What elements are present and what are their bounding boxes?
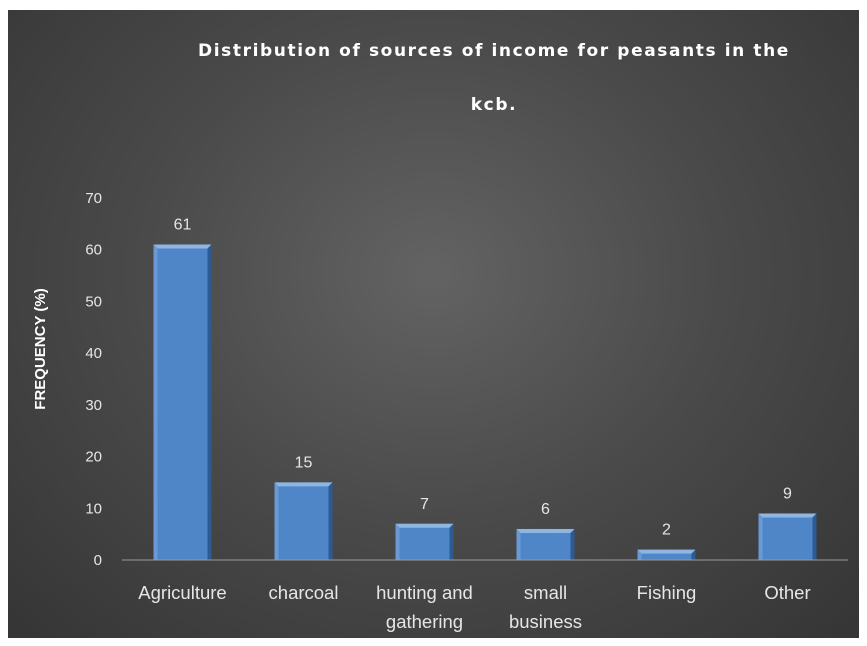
bar-top-bevel bbox=[395, 523, 454, 528]
bar-edge-highlight bbox=[637, 549, 642, 560]
y-tick-label: 20 bbox=[85, 449, 102, 466]
x-tick-label: Other bbox=[764, 582, 810, 603]
bar-top-bevel bbox=[153, 244, 212, 249]
bar-top-bevel bbox=[274, 482, 333, 487]
y-axis-title: FREQUENCY (%) bbox=[32, 288, 49, 409]
bar-side-shade bbox=[207, 244, 212, 561]
bar-edge-highlight bbox=[516, 528, 521, 560]
x-tick-label: hunting and bbox=[376, 582, 473, 603]
bar bbox=[395, 523, 454, 560]
bars: 61 15 7 6 2 9 bbox=[153, 217, 817, 561]
y-tick-label: 60 bbox=[85, 242, 102, 259]
bar bbox=[153, 244, 212, 561]
data-label: 9 bbox=[783, 485, 792, 502]
bar-front-face bbox=[758, 513, 817, 560]
data-label: 61 bbox=[174, 217, 192, 234]
y-tick-label: 0 bbox=[94, 552, 102, 569]
bar-top-bevel bbox=[758, 513, 817, 518]
y-tick-label: 70 bbox=[85, 190, 102, 207]
x-tick-label: Fishing bbox=[637, 582, 697, 603]
bar-front-face bbox=[637, 549, 696, 560]
y-tick-label: 40 bbox=[85, 345, 102, 362]
bar-top-bevel bbox=[637, 549, 696, 554]
bar-chart: Distribution of sources of income for pe… bbox=[32, 41, 848, 632]
data-label: 6 bbox=[541, 501, 550, 518]
bar bbox=[758, 513, 817, 560]
bar-front-face bbox=[274, 482, 333, 560]
x-tick-label: gathering bbox=[386, 611, 463, 632]
bar bbox=[274, 482, 333, 560]
bar-front-face bbox=[153, 244, 212, 561]
bar-edge-highlight bbox=[153, 244, 158, 561]
x-tick-label: charcoal bbox=[269, 582, 339, 603]
chart-title-line-1: Distribution of sources of income for pe… bbox=[198, 41, 790, 61]
y-tick-label: 50 bbox=[85, 293, 102, 310]
bar-top-bevel bbox=[516, 528, 575, 533]
chart-background: Distribution of sources of income for pe… bbox=[8, 10, 859, 638]
data-label: 7 bbox=[420, 496, 429, 513]
x-tick-label: small bbox=[524, 582, 567, 603]
data-label: 2 bbox=[662, 522, 671, 539]
bar-side-shade bbox=[328, 482, 333, 560]
bar-front-face bbox=[516, 528, 575, 560]
bar-side-shade bbox=[812, 513, 817, 560]
bar-edge-highlight bbox=[758, 513, 763, 560]
bar-side-shade bbox=[570, 528, 575, 560]
bar-edge-highlight bbox=[395, 523, 400, 560]
bar-front-face bbox=[395, 523, 454, 560]
y-tick-label: 30 bbox=[85, 397, 102, 414]
y-axis-ticks: 0 10 20 30 40 50 60 70 bbox=[85, 190, 102, 569]
x-tick-label: business bbox=[509, 611, 582, 632]
chart-title-line-2: kcb. bbox=[471, 95, 517, 115]
x-tick-label: Agriculture bbox=[138, 582, 226, 603]
chart-title: Distribution of sources of income for pe… bbox=[198, 41, 790, 115]
bar-side-shade bbox=[449, 523, 454, 560]
x-axis-category-labels: Agriculture charcoal hunting and gathering s… bbox=[138, 582, 810, 632]
bar-edge-highlight bbox=[274, 482, 279, 560]
y-tick-label: 10 bbox=[85, 500, 102, 517]
data-label: 15 bbox=[295, 454, 313, 471]
bar-side-shade bbox=[691, 549, 696, 560]
bar bbox=[637, 549, 696, 560]
bar bbox=[516, 528, 575, 560]
